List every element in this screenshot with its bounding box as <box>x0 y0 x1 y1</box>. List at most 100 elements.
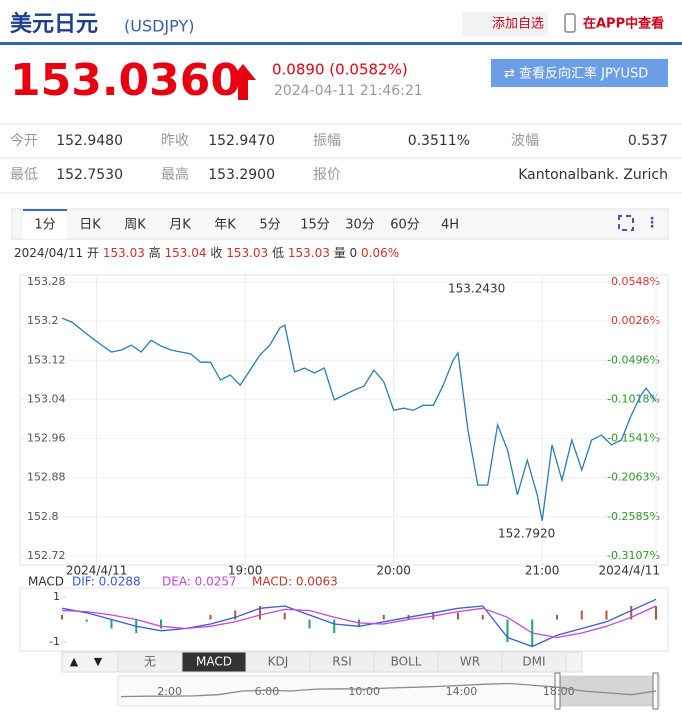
reverse-label[interactable]: 查看反向汇率 JPYUSD <box>519 66 648 82</box>
info-part: 0.06% <box>361 246 399 260</box>
stat-value: 152.7530 <box>56 167 123 183</box>
indicator-label[interactable]: DMI <box>522 655 545 669</box>
macd-bar <box>110 619 113 629</box>
period-tab[interactable]: 5分 <box>259 218 280 233</box>
indicator-tab[interactable] <box>501 651 567 673</box>
macd-bar <box>308 619 311 629</box>
info-part: 高 <box>149 245 161 260</box>
legend-entry: DIF: 0.0288 <box>72 575 141 589</box>
legend-entry: MACD: 0.0063 <box>252 575 338 589</box>
stat-label: 波幅 <box>511 133 539 149</box>
y-tick-label: 152.96 <box>27 432 66 445</box>
indicator-label[interactable]: RSI <box>332 655 352 669</box>
y-tick-label: 153.28 <box>27 275 66 288</box>
annotation: 152.7920 <box>498 527 555 541</box>
x-tick-label: 20:00 <box>376 564 411 578</box>
y2-tick-label: -0.0496% <box>607 353 660 366</box>
menu-icon[interactable]: ⋮ <box>645 215 659 231</box>
macd-bar <box>333 619 336 633</box>
navigator-window[interactable] <box>557 676 655 706</box>
macd-bar <box>580 610 583 620</box>
indicator-label[interactable]: 无 <box>144 655 156 669</box>
info-part: 0 <box>350 246 358 260</box>
nav-tick-label: 6:00 <box>255 685 280 698</box>
period-bar <box>11 208 669 240</box>
stat-value: 0.537 <box>628 133 668 149</box>
macd-label: MACD <box>28 575 64 589</box>
period-tab[interactable]: 15分 <box>300 218 330 233</box>
indicator-label[interactable]: MACD <box>196 655 232 669</box>
period-tab[interactable]: 月K <box>169 218 191 233</box>
period-tab[interactable]: 周K <box>124 218 146 233</box>
up-arrow <box>230 64 256 100</box>
quote-time: 2024-04-11 21:46:21 <box>274 83 423 99</box>
add-watch[interactable]: 添加自选 <box>492 17 544 32</box>
y2-tick-label: -0.1018% <box>607 392 660 405</box>
info-part: 153.03 <box>226 246 268 260</box>
x-tick-label: 21:00 <box>525 564 560 578</box>
nav-tick-label: 14:00 <box>446 685 478 698</box>
y-tick-label: 1 <box>53 590 60 603</box>
y-tick-label: 152.8 <box>27 510 59 523</box>
tab-selected[interactable] <box>23 209 67 239</box>
macd-bar <box>234 610 237 620</box>
title: 美元日元 <box>10 11 98 37</box>
app-view[interactable]: 在APP中查看 <box>583 16 664 32</box>
fullscreen-icon[interactable] <box>618 215 634 231</box>
stat-label: 今开 <box>10 133 38 149</box>
period-tab[interactable]: 30分 <box>345 218 375 233</box>
stat-value: 152.9480 <box>56 133 123 149</box>
y2-tick-label: 0.0026% <box>611 314 660 327</box>
indicator-label[interactable]: KDJ <box>268 655 289 669</box>
macd-bar <box>283 612 286 620</box>
y-tick-label: 153.2 <box>27 314 59 327</box>
macd-line <box>61 605 657 639</box>
info-part: 低 <box>272 246 284 260</box>
info-part: 收 <box>210 246 222 260</box>
price-line <box>120 682 657 698</box>
info-part: 开 <box>87 246 99 260</box>
period-tab[interactable]: 60分 <box>390 218 420 233</box>
y2-tick-label: -0.2585% <box>607 510 660 523</box>
period-tab[interactable]: 年K <box>214 218 236 233</box>
arrow-down[interactable]: ▼ <box>94 655 103 668</box>
stat-label: 最高 <box>161 166 189 183</box>
info-part: 量 <box>334 246 346 260</box>
info-part: 2024/04/11 <box>14 246 83 260</box>
header-rule <box>0 42 682 45</box>
y2-tick-label: 0.0548% <box>611 275 660 288</box>
reverse-button[interactable] <box>491 59 668 87</box>
info-part: 153.04 <box>165 246 207 260</box>
x-tick-label: 19:00 <box>228 564 263 578</box>
stat-value: Kantonalbank. Zurich <box>518 167 668 183</box>
legend-entry: DEA: 0.0257 <box>162 575 237 589</box>
period-tab[interactable]: 4H <box>441 218 459 233</box>
phone-icon <box>564 13 576 33</box>
x-tick-label: 2024/4/11 <box>598 564 660 578</box>
indicator-label[interactable]: BOLL <box>391 655 422 669</box>
macd-bar <box>160 619 162 629</box>
stat-value: 0.3511% <box>408 133 470 149</box>
plot-frame <box>19 274 669 566</box>
macd-bar <box>605 610 608 620</box>
y-tick-label: 153.12 <box>27 353 66 366</box>
period-tab[interactable]: 日K <box>79 218 101 233</box>
y-tick-label: 152.88 <box>27 471 66 484</box>
navigator-handle[interactable] <box>554 672 561 710</box>
macd-bar <box>85 619 88 622</box>
stat-value: 153.2900 <box>208 167 275 183</box>
code: (USDJPY) <box>124 17 194 36</box>
period-tab[interactable]: 1分 <box>34 218 55 233</box>
macd-bar <box>209 615 212 620</box>
add-watch-button[interactable] <box>462 12 548 36</box>
macd-frame <box>19 587 669 652</box>
macd-bar <box>457 612 459 620</box>
price-line <box>61 317 657 521</box>
indicator-label[interactable]: WR <box>460 655 480 669</box>
info-part: 153.03 <box>103 246 145 260</box>
y2-tick-label: -0.3107% <box>607 549 660 562</box>
arrow-up[interactable]: ▲ <box>70 655 79 668</box>
macd-bar <box>481 615 484 620</box>
